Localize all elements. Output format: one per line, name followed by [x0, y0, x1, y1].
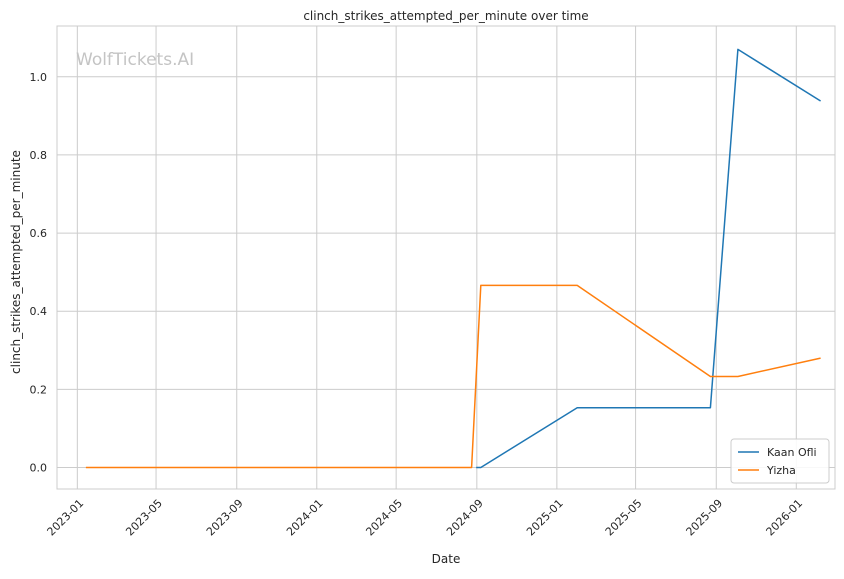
x-tick-label: 2024-09: [444, 497, 486, 539]
x-tick-label: 2023-09: [204, 497, 246, 539]
x-tick-label: 2024-01: [284, 497, 326, 539]
x-tick-label: 2026-01: [764, 497, 806, 539]
y-tick-label: 0.4: [30, 305, 48, 318]
legend-label: Yizha: [766, 464, 796, 477]
y-tick-label: 1.0: [30, 71, 48, 84]
y-tick-label: 0.6: [30, 227, 48, 240]
x-tick-label: 2025-09: [684, 497, 726, 539]
y-tick-label: 0.8: [30, 149, 48, 162]
y-tick-label: 0.0: [30, 462, 48, 475]
chart-title: clinch_strikes_attempted_per_minute over…: [303, 9, 588, 23]
plot-area: [56, 25, 836, 490]
x-axis-label: Date: [432, 552, 461, 566]
legend-box: [730, 438, 830, 484]
legend: Kaan Ofli Yizha: [730, 438, 830, 484]
legend-label: Kaan Ofli: [767, 446, 817, 459]
series-layer: [85, 48, 821, 469]
x-tick-label: 2024-05: [363, 497, 405, 539]
watermark: WolfTickets.AI: [76, 50, 194, 70]
y-axis-label: clinch_strikes_attempted_per_minute: [9, 150, 23, 374]
x-tick-label: 2023-01: [45, 497, 87, 539]
x-tick-label: 2023-05: [123, 497, 165, 539]
series-line-1: [476, 48, 821, 469]
series-line-2: [85, 284, 821, 469]
y-tick-label: 0.2: [30, 383, 48, 396]
x-tick-label: 2025-01: [524, 497, 566, 539]
x-tick-label: 2025-05: [603, 497, 645, 539]
